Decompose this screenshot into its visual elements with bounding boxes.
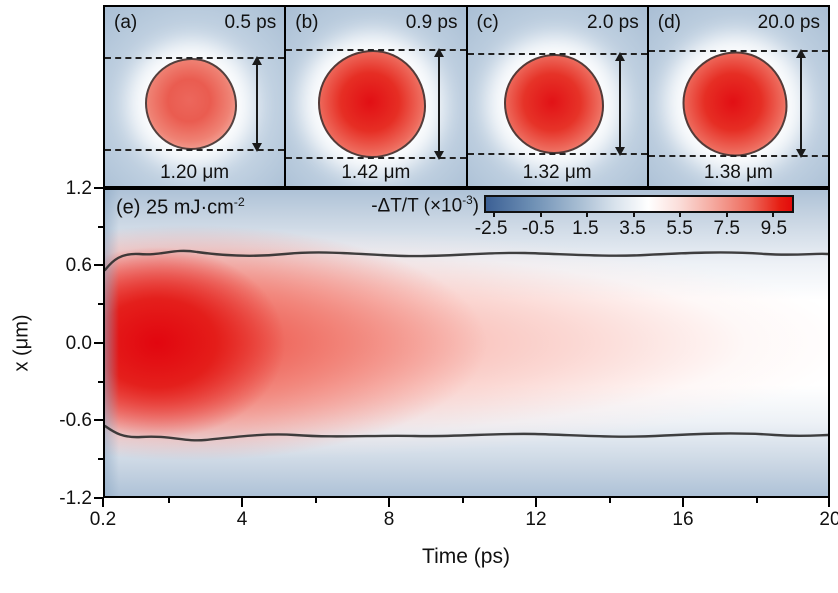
y-axis-tick	[94, 187, 103, 189]
panel-label: (b)	[295, 12, 319, 33]
y-axis-tick-label: -0.6	[59, 410, 92, 431]
y-axis-tick	[94, 419, 103, 421]
diameter-arrow	[796, 49, 806, 159]
x-axis-tick-label: 12	[525, 509, 547, 530]
diameter-dashed-line-bottom	[286, 156, 466, 159]
y-axis-minor-tick	[98, 458, 103, 460]
x-axis-tick	[241, 498, 243, 507]
colorbar-tick	[586, 211, 589, 217]
time-label: 0.5 ps	[224, 12, 277, 33]
colorbar-label-exponent: -3	[462, 194, 473, 207]
diameter-arrow	[252, 55, 263, 152]
diameter-label: 1.20 μm	[160, 162, 230, 183]
x-axis-tick-label: 4	[236, 509, 248, 530]
time-label: 20.0 ps	[757, 12, 820, 33]
y-axis-minor-tick	[98, 381, 103, 383]
fluence-label: (e) 25 mJ·cm	[116, 196, 234, 219]
y-axis-tick-label: 0.6	[65, 255, 92, 276]
colorbar-tick-label: 1.5	[572, 218, 599, 239]
x-axis-tick-label: 20	[819, 509, 838, 530]
diameter-dashed-line-bottom	[648, 155, 828, 158]
panel-label: (d)	[657, 12, 681, 33]
diameter-label: 1.42 μm	[341, 162, 411, 183]
colorbar-gradient	[484, 195, 794, 217]
y-axis-tick	[94, 264, 103, 266]
excitation-spot	[682, 51, 788, 157]
colorbar-tick	[725, 211, 728, 217]
colorbar-tick-label: -0.5	[521, 218, 555, 239]
y-axis-tick	[94, 342, 103, 344]
y-axis-title: x (μm)	[10, 314, 33, 372]
time-label: 2.0 ps	[586, 12, 639, 33]
panel-b: (b) 0.9 ps 1.42 μm	[284, 7, 466, 186]
diameter-dashed-line-top	[286, 48, 466, 51]
x-axis-tick	[388, 498, 390, 507]
colorbar-label-text: -ΔT/T (×10	[371, 195, 463, 217]
colorbar-label: -ΔT/T (×10-3)	[263, 194, 479, 217]
diameter-dashed-line-top	[105, 56, 285, 59]
panel-c: (c) 2.0 ps 1.32 μm	[465, 7, 647, 186]
panel-a: (a) 0.5 ps 1.20 μm	[105, 7, 285, 186]
colorbar-tick-label: 5.5	[666, 218, 693, 239]
x-axis-minor-tick	[315, 498, 317, 503]
x-axis-tick	[535, 498, 537, 507]
x-axis-minor-tick	[609, 498, 611, 503]
x-axis-tick	[102, 498, 104, 507]
y-axis-minor-tick	[98, 303, 103, 305]
diameter-arrow	[614, 51, 625, 156]
top-panel-row: (a) 0.5 ps 1.20 μm (b) 0.9 ps 1.42 μm (c…	[103, 5, 830, 188]
panel-label: (c)	[476, 12, 499, 33]
panel-e: (e) 25 mJ·cm-2 -ΔT/T (×10-3) -2.5 -0.5 1…	[103, 188, 830, 498]
colorbar-tick-label: 9.5	[760, 218, 788, 239]
x-axis-tick-label: 0.2	[89, 509, 117, 530]
colorbar-tick-label: 3.5	[619, 218, 646, 239]
y-axis-tick-label: 1.2	[65, 178, 92, 199]
time-label: 0.9 ps	[405, 12, 458, 33]
diameter-arrow	[433, 47, 444, 160]
x-axis-tick	[682, 498, 684, 507]
colorbar-label-close: )	[472, 195, 479, 217]
panel-d: (d) 20.0 ps 1.38 μm	[646, 7, 828, 186]
colorbar-tick	[539, 211, 542, 217]
panel-label: (a)	[114, 12, 138, 33]
colorbar-tick-labels: -2.5 -0.5 1.5 3.5 5.5 7.5 9.5	[475, 218, 794, 240]
x-axis-title: Time (ps)	[422, 545, 510, 568]
excitation-spot	[503, 53, 604, 154]
y-axis-tick	[94, 497, 103, 499]
contour-lines	[105, 249, 828, 442]
x-axis-minor-tick	[756, 498, 758, 503]
colorbar-tick	[493, 211, 496, 217]
y-axis-tick-label: -1.2	[59, 488, 92, 509]
colorbar-tick-label: 7.5	[713, 218, 740, 239]
diameter-dashed-line-bottom	[105, 148, 285, 151]
colorbar-tick	[632, 211, 635, 217]
x-axis-minor-tick	[462, 498, 464, 503]
x-axis-tick-label: 16	[672, 509, 694, 530]
colorbar-tick	[679, 211, 682, 217]
diameter-dashed-line-top	[648, 50, 828, 53]
excitation-spot	[145, 57, 238, 150]
y-axis-tick-label: 0.0	[65, 333, 92, 354]
diameter-dashed-line-bottom	[467, 152, 647, 155]
colorbar-tick	[772, 211, 775, 217]
diameter-label: 1.38 μm	[703, 162, 773, 183]
diameter-label: 1.32 μm	[522, 162, 592, 183]
diameter-dashed-line-top	[467, 52, 647, 55]
colorbar-tick-label: -2.5	[474, 218, 508, 239]
x-axis-tick	[828, 498, 830, 507]
panel-e-label: (e) 25 mJ·cm-2	[116, 195, 245, 220]
fluence-exponent: -2	[233, 195, 245, 209]
excitation-spot	[318, 49, 427, 158]
y-axis-minor-tick	[98, 226, 103, 228]
x-axis-minor-tick	[168, 498, 170, 503]
x-axis-tick-label: 8	[383, 509, 395, 530]
